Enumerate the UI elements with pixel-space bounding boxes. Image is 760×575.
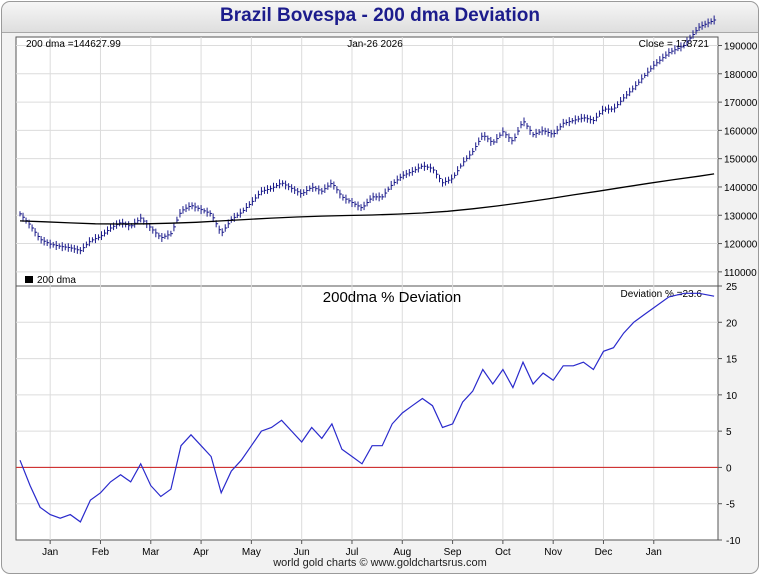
x-tick-label: Jan	[646, 547, 662, 558]
y-tick-label: 170000	[724, 98, 758, 109]
deviation-readout: Deviation % =23.6	[621, 289, 703, 300]
y-tick-label: -10	[726, 536, 741, 547]
x-tick-label: Jul	[346, 547, 359, 558]
chart-title: Brazil Bovespa - 200 dma Deviation	[220, 5, 540, 26]
y-tick-label: 150000	[724, 155, 758, 166]
x-tick-label: Sep	[444, 547, 462, 558]
top-grid	[16, 37, 718, 286]
deviation-line	[19, 292, 715, 523]
bottom-panel	[15, 285, 719, 541]
top-y-axis: 110000 120000 130000 140000 150000 160000 1700…	[718, 41, 758, 279]
dma-readout: 200 dma =144627.99	[26, 39, 121, 50]
y-tick-label: 110000	[724, 268, 757, 279]
x-tick-label: Feb	[92, 547, 110, 558]
bottom-y-axis: -10 -5 0 5 10 15 20 25	[718, 282, 741, 547]
x-tick-label: Apr	[193, 547, 209, 558]
x-tick-label: May	[242, 547, 261, 558]
date-label: Jan-26 2026	[347, 39, 403, 50]
y-tick-label: 15	[726, 355, 738, 366]
legend-swatch	[25, 276, 33, 283]
y-tick-label: -5	[726, 500, 735, 511]
y-tick-label: 130000	[724, 211, 758, 222]
y-tick-label: 10	[726, 391, 738, 402]
footer-credit: world gold charts © www.goldchartsrus.co…	[273, 557, 487, 569]
x-axis: Jan Feb Mar Apr May Jun Jul Aug Sep Oct Nov Dec Jan	[42, 540, 662, 558]
y-tick-label: 0	[726, 463, 732, 474]
y-tick-label: 180000	[724, 70, 758, 81]
x-tick-label: Mar	[142, 547, 160, 558]
x-tick-label: Jun	[294, 547, 310, 558]
y-tick-label: 20	[726, 318, 738, 329]
y-tick-label: 25	[726, 282, 738, 293]
top-panel	[15, 36, 719, 287]
x-tick-label: Jan	[42, 547, 58, 558]
y-tick-label: 5	[726, 427, 732, 438]
y-tick-label: 190000	[724, 41, 758, 52]
x-tick-label: Dec	[595, 547, 613, 558]
legend-label: 200 dma	[37, 275, 76, 286]
x-tick-label: Nov	[544, 547, 562, 558]
deviation-title: 200dma % Deviation	[323, 289, 461, 306]
price-bars	[19, 15, 717, 255]
y-tick-label: 120000	[724, 240, 758, 251]
dma-line	[19, 173, 715, 225]
close-readout: Close = 178721	[639, 39, 710, 50]
x-tick-label: Oct	[495, 547, 511, 558]
x-tick-label: Aug	[393, 547, 411, 558]
y-tick-label: 140000	[724, 183, 758, 194]
y-tick-label: 160000	[724, 126, 758, 137]
title-bar: Brazil Bovespa - 200 dma Deviation	[2, 2, 758, 33]
